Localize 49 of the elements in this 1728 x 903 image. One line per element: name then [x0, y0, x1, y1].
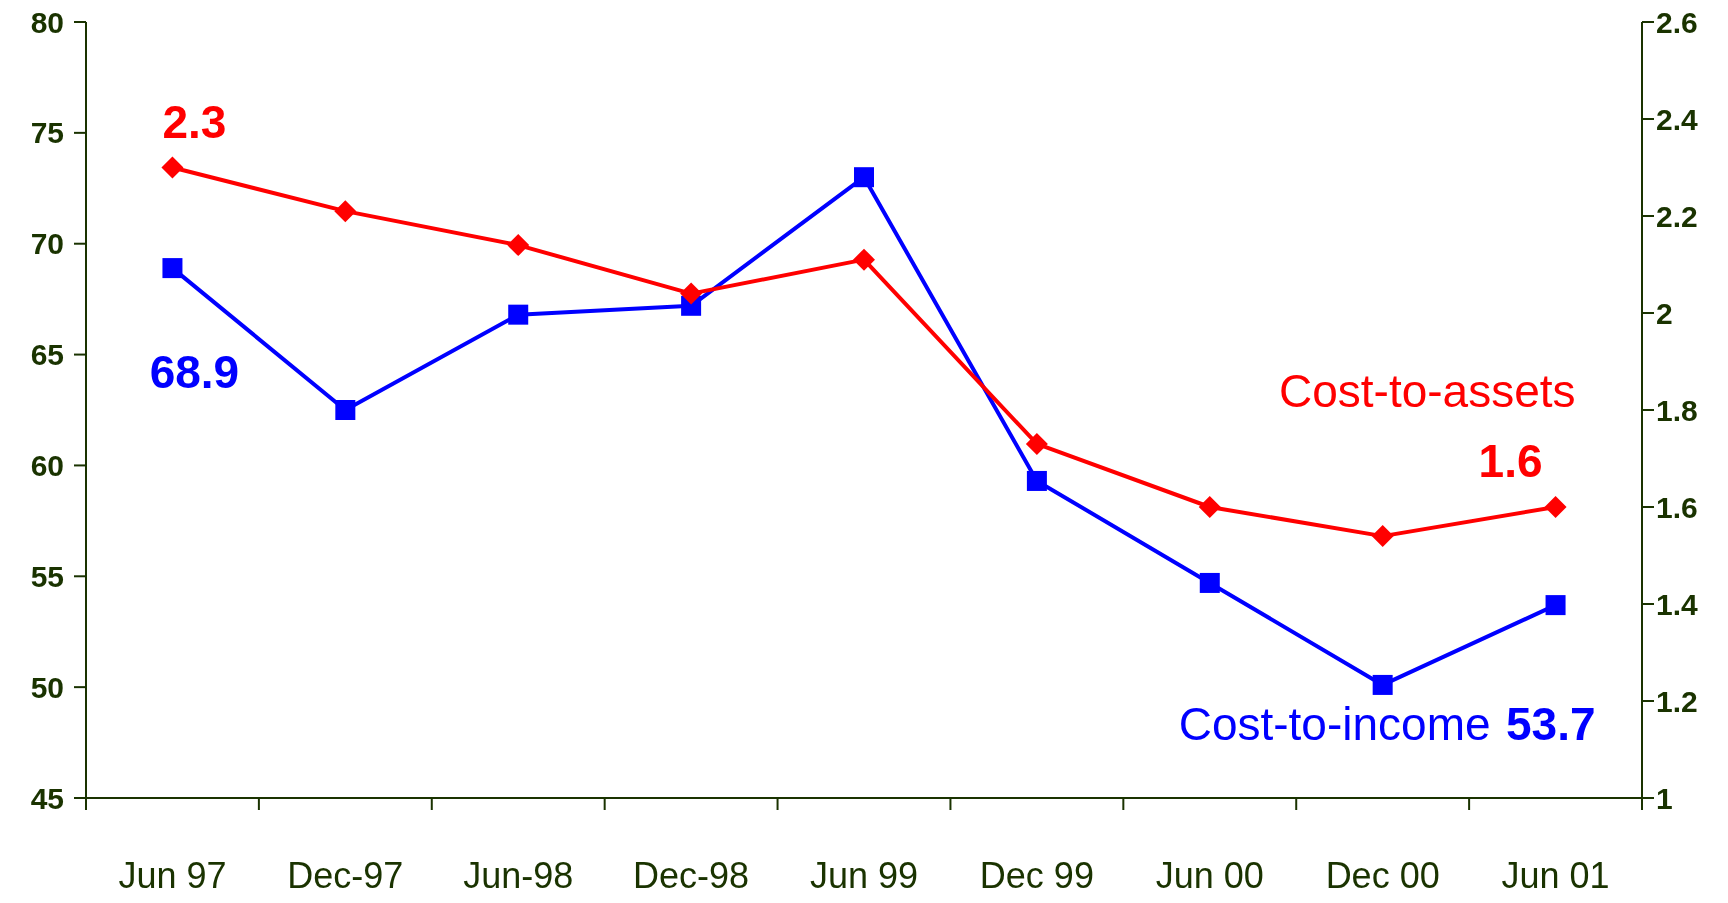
- y-tick-label: 65: [30, 338, 64, 372]
- y-tick-label: 80: [30, 5, 64, 39]
- y-tick-label: 55: [30, 559, 64, 593]
- y2-tick-label: 2.2: [1656, 199, 1698, 233]
- y2-tick-label: 1: [1656, 781, 1673, 815]
- x-tick-label: Dec-98: [633, 855, 750, 896]
- point: [854, 167, 874, 188]
- x-tick-label: Dec 99: [979, 855, 1094, 896]
- point: [1198, 496, 1221, 518]
- series-label: Cost-to-assets: [1279, 365, 1576, 417]
- point: [161, 156, 184, 179]
- point: [335, 400, 356, 420]
- x-tick-label: Dec 00: [1325, 855, 1440, 896]
- y2-tick-label: 1.6: [1656, 490, 1698, 524]
- data-label: 2.3: [162, 95, 227, 148]
- point: [507, 234, 530, 257]
- point: [1372, 674, 1393, 695]
- y2-tick-label: 1.8: [1656, 393, 1698, 427]
- point: [1544, 496, 1567, 518]
- data-label: 68.9: [149, 346, 240, 399]
- point: [853, 248, 875, 271]
- series-label: Cost-to-income: [1178, 698, 1491, 751]
- x-tick-label: Jun 97: [118, 855, 227, 896]
- y-tick-label: 50: [30, 670, 64, 704]
- x-tick-label: Jun-98: [463, 855, 574, 896]
- y2-tick-label: 2: [1656, 296, 1673, 330]
- x-tick-label: Jun 01: [1501, 855, 1610, 896]
- y2-tick-label: 2.4: [1656, 102, 1699, 136]
- x-tick-label: Dec-97: [287, 855, 404, 896]
- x-tick-label: Jun 00: [1155, 855, 1264, 896]
- y2-tick-label: 2.6: [1656, 5, 1698, 39]
- y-tick-label: 60: [30, 448, 64, 482]
- x-tick-label: Jun 99: [809, 855, 919, 896]
- data-label: 1.6: [1478, 435, 1543, 487]
- point: [334, 200, 357, 223]
- point: [1025, 432, 1048, 455]
- y2-tick-label: 1.2: [1656, 684, 1698, 718]
- point: [1026, 470, 1047, 491]
- point: [1545, 595, 1566, 616]
- point: [1371, 525, 1394, 548]
- y-tick-label: 45: [30, 781, 64, 815]
- data-label: 53.7: [1506, 698, 1596, 751]
- y-tick-label: 75: [30, 116, 64, 150]
- point: [1199, 572, 1220, 593]
- y-tick-label: 70: [30, 227, 64, 261]
- point: [508, 304, 529, 325]
- point: [162, 258, 183, 279]
- point: [680, 282, 703, 305]
- y2-tick-label: 1.4: [1656, 587, 1699, 621]
